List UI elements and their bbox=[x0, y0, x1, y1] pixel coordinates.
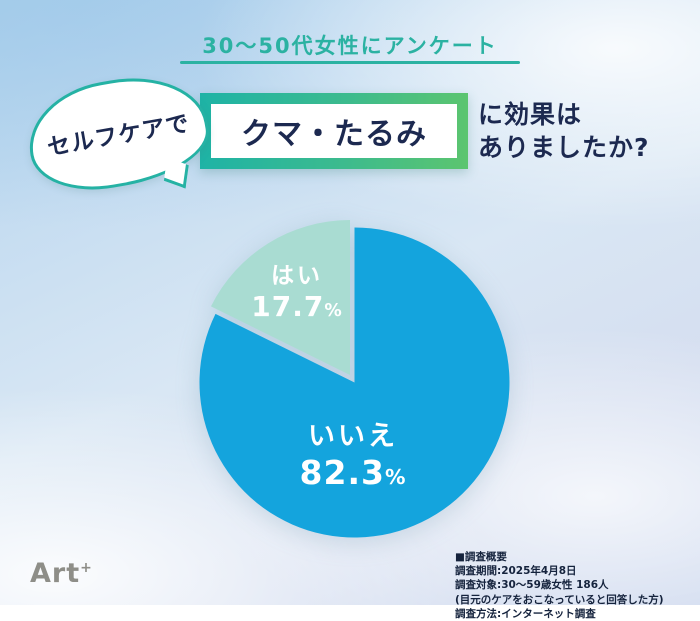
pie-value-no: 82.3 bbox=[299, 453, 385, 492]
survey-overview: ■調査概要 調査期間:2025年4月8日 調査対象:30〜59歳女性 186人 … bbox=[455, 550, 664, 621]
pie-chart-svg bbox=[199, 220, 510, 538]
pie-label-no: いいえ 82.3% bbox=[268, 414, 438, 492]
question-text: に効果は ありましたか? bbox=[478, 99, 650, 164]
survey-line-period: 調査期間:2025年4月8日 bbox=[455, 565, 577, 578]
pie-label-yes-name: はい bbox=[271, 263, 323, 289]
highlight-keyword: クマ・たるみ bbox=[241, 117, 427, 152]
survey-line-subjects: 調査対象:30〜59歳女性 186人 bbox=[455, 579, 609, 592]
pie-unit-no: % bbox=[384, 465, 407, 489]
brand-logo: Art+ bbox=[30, 558, 93, 589]
page-title: 30〜50代女性にアンケート bbox=[202, 34, 498, 58]
title-underline bbox=[180, 61, 520, 64]
survey-line-note: (目元のケアをおこなっていると回答した方) bbox=[455, 593, 664, 606]
pie-unit-yes: % bbox=[324, 301, 343, 321]
pie-label-yes-value: 17.7% bbox=[222, 290, 372, 323]
pie-label-no-name: いいえ bbox=[308, 421, 398, 452]
pie-value-yes: 17.7 bbox=[251, 290, 325, 323]
question-line-2: ありましたか? bbox=[478, 132, 650, 162]
speech-bubble-label: セルフケアで bbox=[45, 110, 192, 162]
survey-heading: ■調査概要 bbox=[455, 551, 507, 563]
pie-label-yes: はい 17.7% bbox=[222, 256, 372, 323]
survey-line-method: 調査方法:インターネット調査 bbox=[455, 607, 596, 620]
pie-slice-no bbox=[199, 227, 510, 538]
highlight-box: クマ・たるみ bbox=[200, 93, 468, 169]
question-line-1: に効果は bbox=[478, 100, 583, 129]
pie-chart: はい 17.7% いいえ 82.3% bbox=[0, 200, 700, 560]
highlight-box-inner: クマ・たるみ bbox=[211, 104, 457, 158]
speech-bubble: セルフケアで bbox=[20, 65, 216, 201]
pie-slice-yes bbox=[211, 220, 350, 375]
brand-logo-plus: + bbox=[80, 560, 93, 576]
brand-logo-text: Art bbox=[30, 558, 81, 589]
pie-label-no-value: 82.3% bbox=[268, 453, 438, 492]
